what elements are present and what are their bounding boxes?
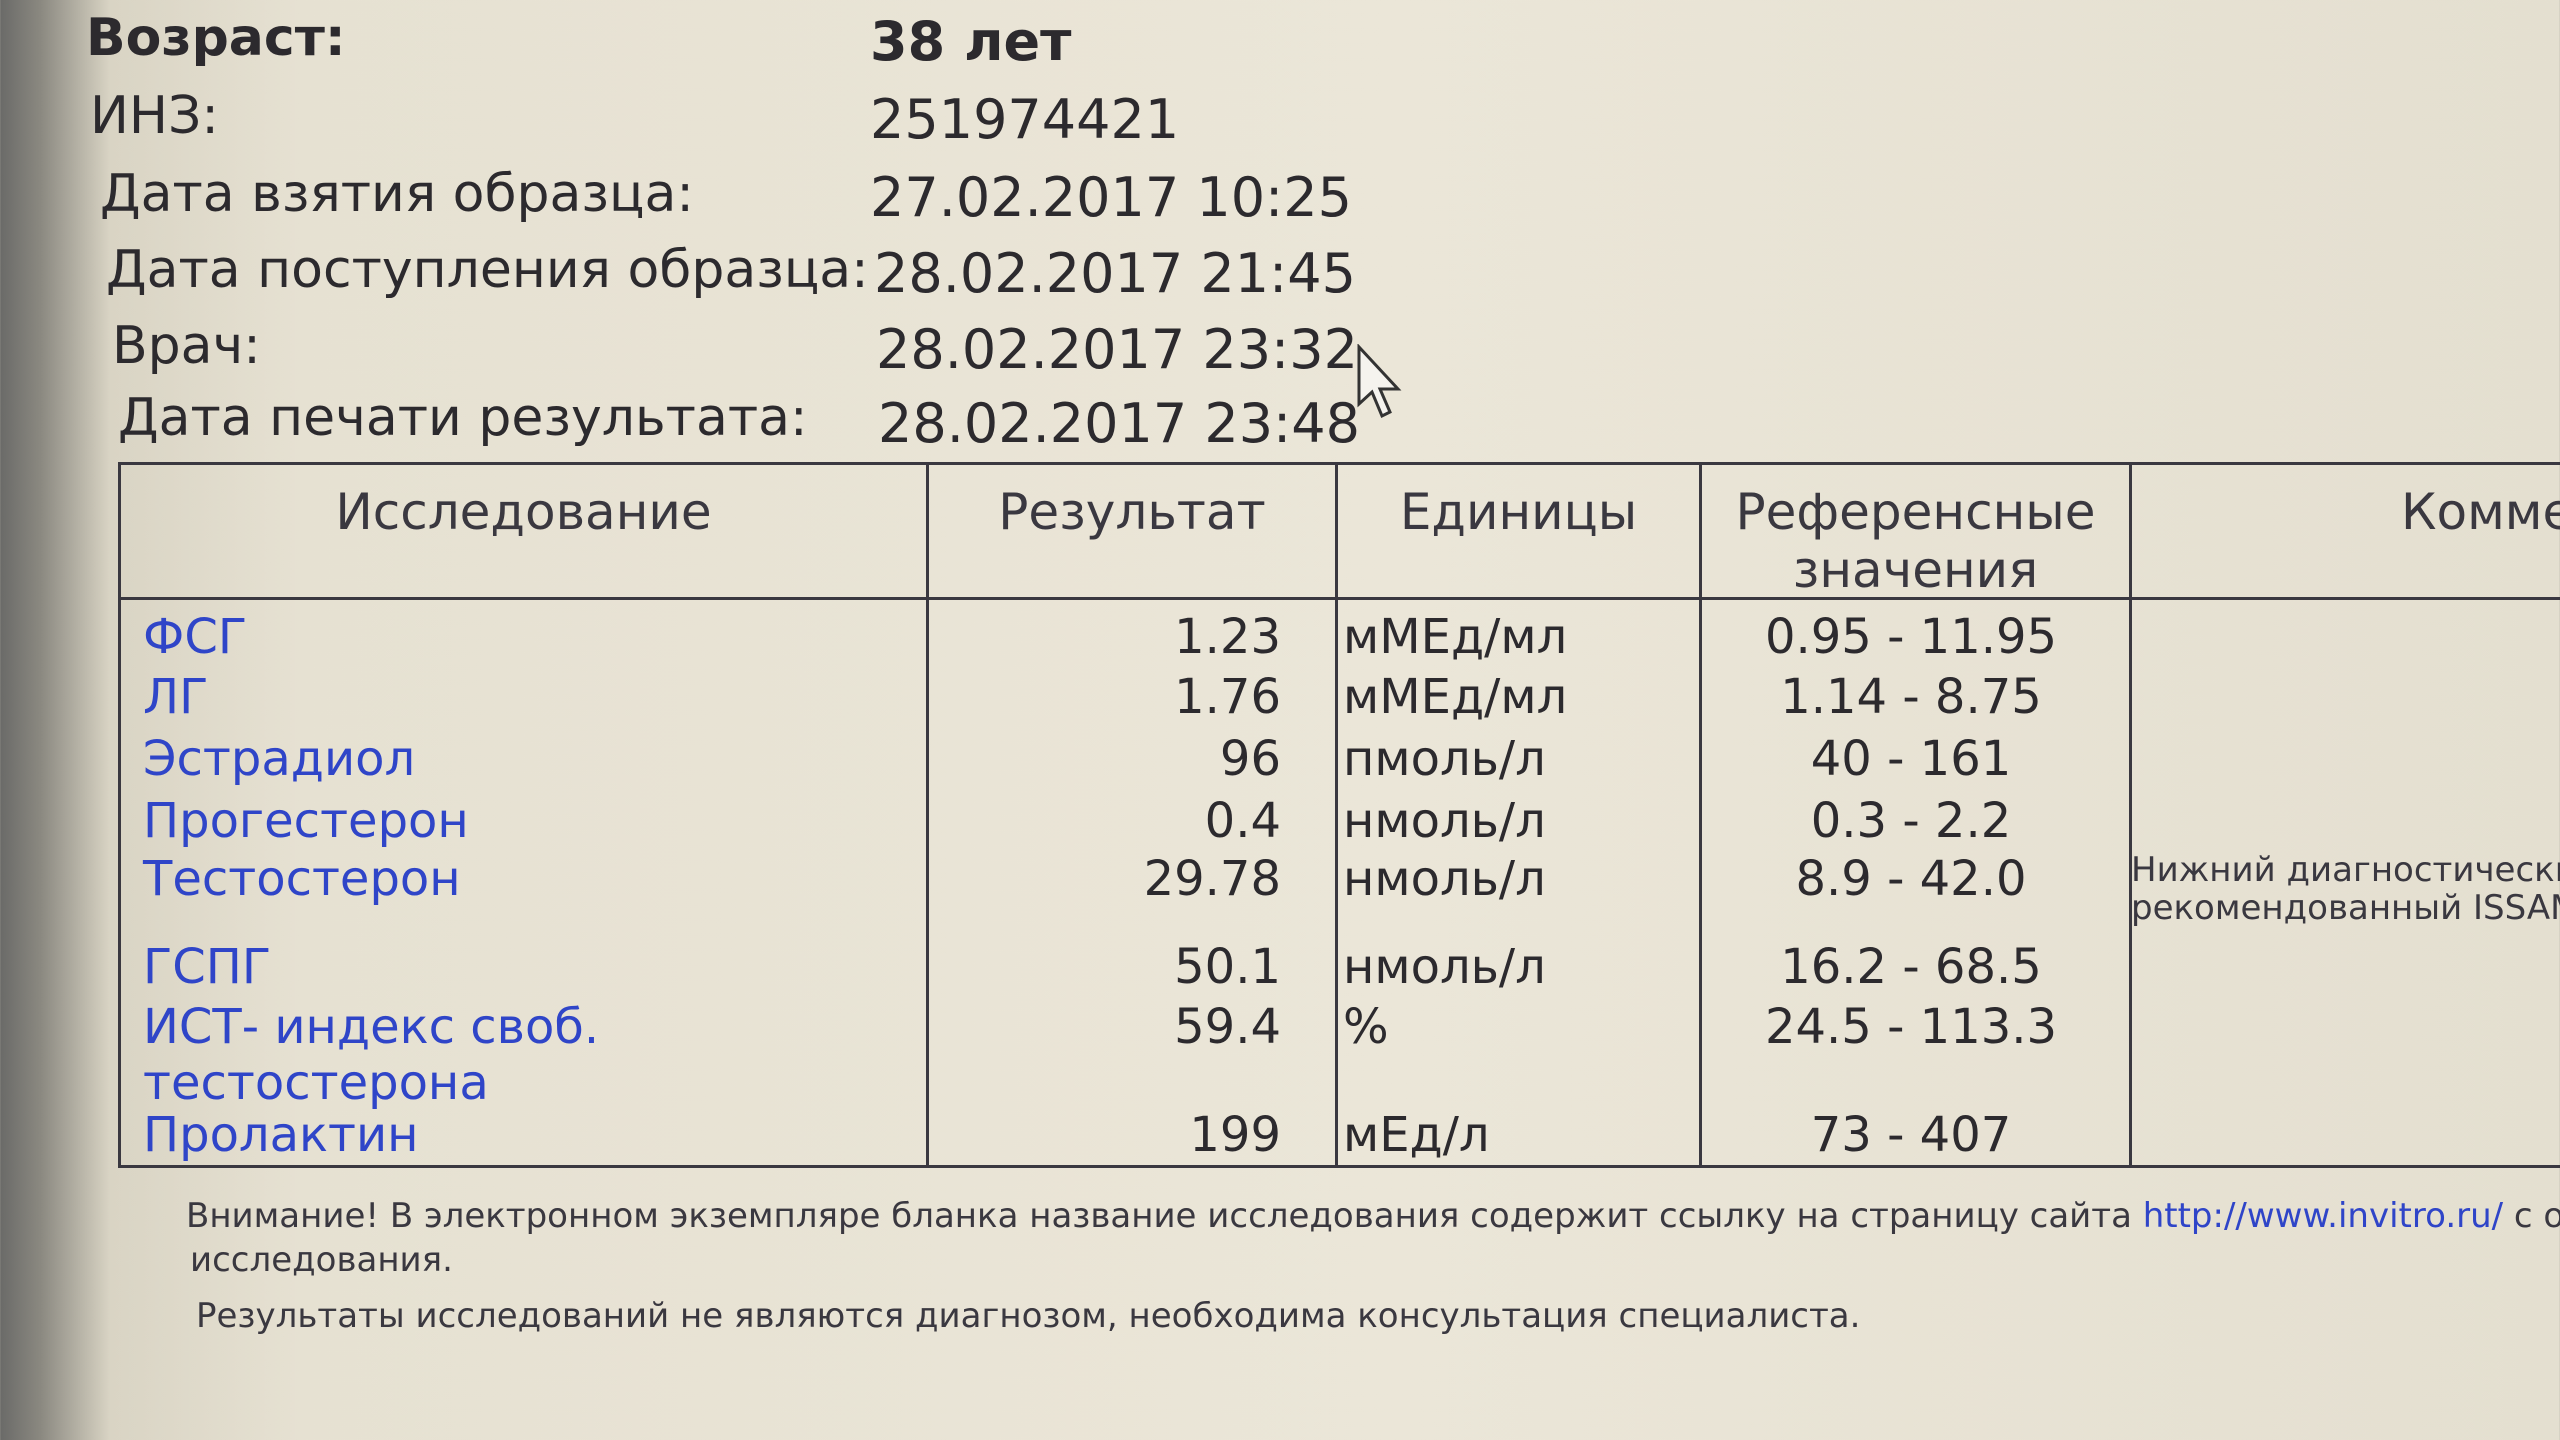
- units: пмоль/л: [1343, 731, 1546, 787]
- label-sample-date: Дата взятия образца:: [100, 164, 694, 224]
- result-value: 29.78: [1143, 851, 1281, 907]
- test-link[interactable]: Пролактин: [143, 1107, 419, 1163]
- notice-tail: с ог: [2513, 1196, 2560, 1236]
- result-value: 1.23: [1174, 609, 1281, 665]
- units: %: [1343, 999, 1389, 1055]
- value-print-date: 28.02.2017 23:48: [878, 392, 1360, 455]
- label-doctor: Врач:: [112, 316, 261, 376]
- test-link[interactable]: ГСПГ: [143, 939, 272, 995]
- test-link[interactable]: ИСТ- индекс своб.: [143, 999, 600, 1055]
- value-sample-date: 27.02.2017 10:25: [870, 166, 1352, 229]
- reference-range: 1.14 - 8.75: [1780, 669, 2042, 725]
- reference-range: 8.9 - 42.0: [1795, 851, 2027, 907]
- comment-cell: Нижний диагностически рекомендованный IS…: [2131, 851, 2560, 927]
- comment-line: Нижний диагностически: [2131, 850, 2560, 890]
- reference-range: 0.3 - 2.2: [1810, 793, 2012, 849]
- table-row: ГСПГ 50.1 нмоль/л 16.2 - 68.5: [121, 937, 2560, 997]
- reference-range: 0.95 - 11.95: [1764, 609, 2058, 665]
- header-comment: Коммен: [2401, 483, 2560, 541]
- value-receipt-date: 28.02.2017 21:45: [874, 242, 1356, 305]
- label-receipt-date: Дата поступления образца:: [106, 240, 869, 300]
- result-value: 0.4: [1204, 793, 1281, 849]
- table-row: Прогестерон 0.4 нмоль/л 0.3 - 2.2: [121, 791, 2560, 851]
- units: мЕд/л: [1343, 1107, 1490, 1163]
- units: мМЕд/мл: [1343, 609, 1568, 665]
- test-link[interactable]: Эстрадиол: [143, 731, 416, 787]
- test-link[interactable]: Тестостерон: [143, 851, 461, 907]
- header-result: Результат: [998, 483, 1266, 541]
- units: мМЕд/мл: [1343, 669, 1568, 725]
- reference-range: 73 - 407: [1810, 1107, 2012, 1163]
- test-link[interactable]: ФСГ: [143, 609, 248, 665]
- units: нмоль/л: [1343, 793, 1546, 849]
- notice: Внимание! В электронном экземпляре бланк…: [186, 1196, 2132, 1236]
- test-link[interactable]: Прогестерон: [143, 793, 469, 849]
- table-row: Эстрадиол 96 пмоль/л 40 - 161: [121, 729, 2560, 789]
- reference-range: 24.5 - 113.3: [1764, 999, 2058, 1055]
- notice-text: Внимание! В электронном экземпляре бланк…: [186, 1196, 2560, 1236]
- value-doctor: 28.02.2017 23:32: [876, 318, 1358, 381]
- units: нмоль/л: [1343, 939, 1546, 995]
- reference-range: 40 - 161: [1810, 731, 2012, 787]
- result-value: 50.1: [1174, 939, 1281, 995]
- test-link[interactable]: ЛГ: [143, 669, 209, 725]
- header-reference: Референсные значения: [1735, 483, 2096, 599]
- notice-line2: исследования.: [190, 1240, 453, 1280]
- value-age: 38 лет: [870, 10, 1072, 73]
- header-units: Единицы: [1399, 483, 1638, 541]
- test-link-line2[interactable]: тестостерона: [143, 1055, 489, 1111]
- disclaimer: Результаты исследований не являются диаг…: [196, 1296, 1861, 1336]
- result-value: 1.76: [1174, 669, 1281, 725]
- result-value: 96: [1219, 731, 1281, 787]
- results-table: Исследование Результат Единицы Референсн…: [118, 462, 2560, 1168]
- table-row: ФСГ 1.23 мМЕд/мл 0.95 - 11.95: [121, 607, 2560, 667]
- units: нмоль/л: [1343, 851, 1546, 907]
- header-test: Исследование: [335, 483, 712, 541]
- result-value: 199: [1189, 1107, 1281, 1163]
- result-value: 59.4: [1174, 999, 1281, 1055]
- table-row: ИСТ- индекс своб. тестостерона 59.4 % 24…: [121, 997, 2560, 1111]
- table-row: Тестостерон 29.78 нмоль/л 8.9 - 42.0: [121, 849, 2560, 909]
- table-row: Пролактин 199 мЕд/л 73 - 407: [121, 1105, 2560, 1165]
- label-print-date: Дата печати результата:: [118, 388, 808, 448]
- reference-range: 16.2 - 68.5: [1780, 939, 2042, 995]
- label-age: Возраст:: [86, 8, 346, 68]
- table-row: ЛГ 1.76 мМЕд/мл 1.14 - 8.75: [121, 667, 2560, 727]
- label-inz: ИНЗ:: [90, 86, 219, 146]
- mouse-pointer-icon: [1357, 344, 1402, 419]
- value-inz: 251974421: [870, 88, 1180, 151]
- comment-line: рекомендованный ISSAM: [2131, 888, 2560, 928]
- invitro-link[interactable]: http://www.invitro.ru/: [2142, 1196, 2504, 1236]
